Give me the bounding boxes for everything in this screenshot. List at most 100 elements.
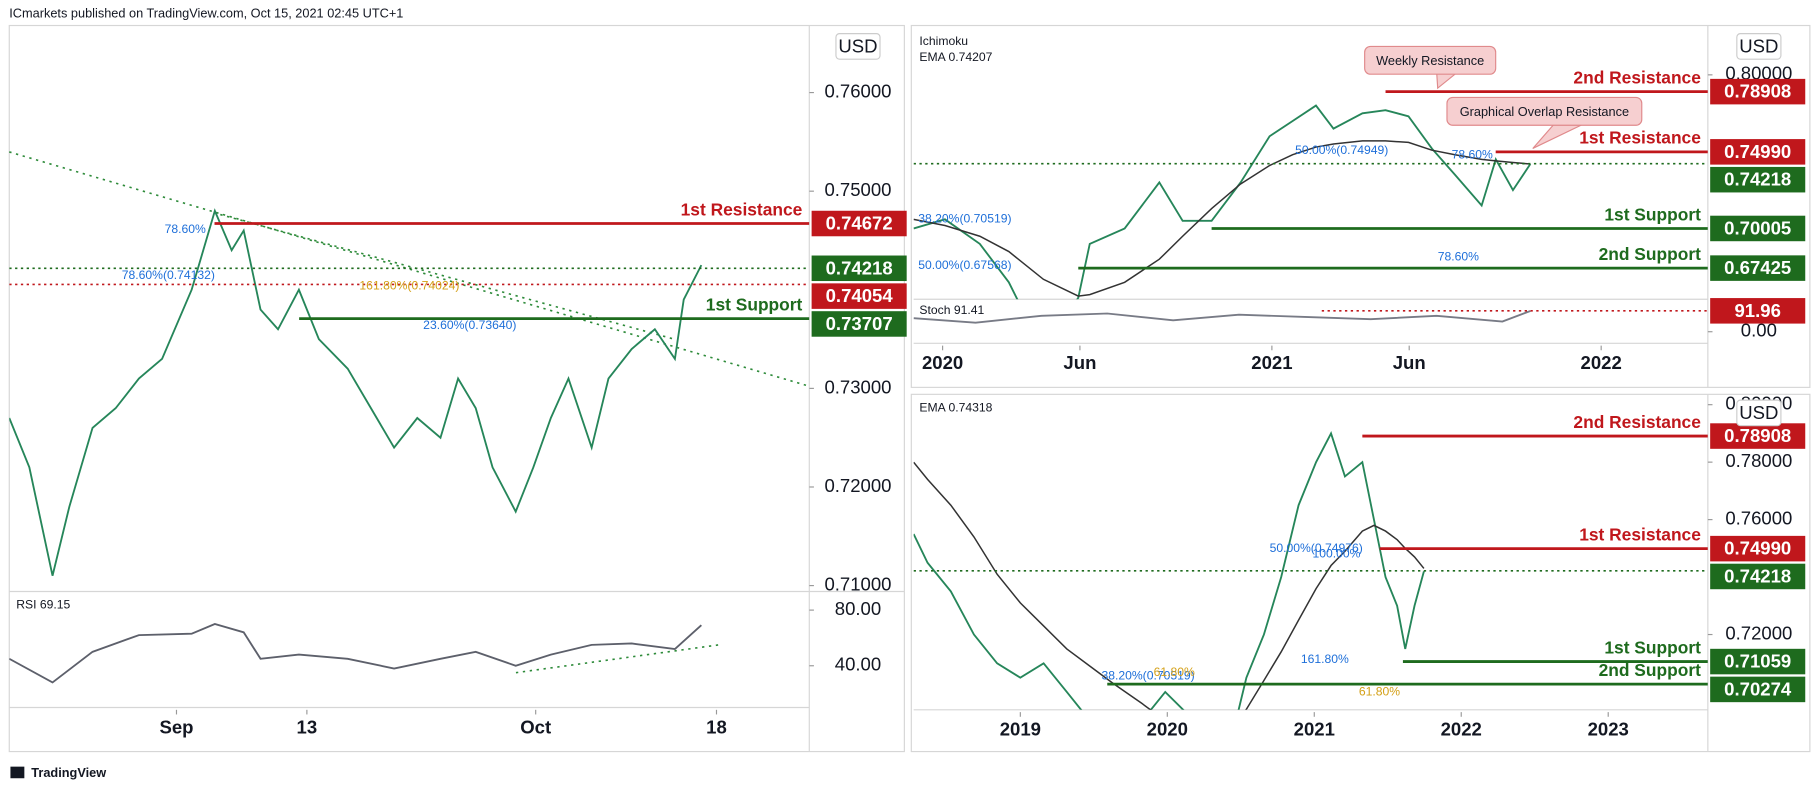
level-name: 2nd Support (1599, 244, 1702, 264)
annotation: 23.60%(0.73640) (423, 318, 516, 332)
level-box (1710, 166, 1806, 193)
level-name: 1st Support (1604, 637, 1701, 657)
callout-box (1364, 45, 1497, 75)
y-tick-label: 0.78000 (1725, 450, 1792, 471)
currency-box (835, 33, 881, 60)
currency: USD (1739, 35, 1778, 56)
annotation: 50.00%(0.67568) (918, 258, 1011, 272)
level-box (1710, 535, 1806, 562)
annotation: 78.60% (1452, 148, 1493, 162)
y-tick-label: 40.00 (835, 654, 881, 675)
annotation: Ichimoku (919, 34, 968, 48)
annotation: 61.80% (1154, 665, 1195, 679)
level-value: 0.74218 (826, 257, 893, 278)
annotation: RSI 69.15 (16, 598, 70, 612)
x-tick-label: 2022 (1441, 719, 1482, 740)
left-frame (8, 24, 905, 753)
level-value: 0.67425 (1724, 257, 1791, 278)
level-box (811, 210, 907, 237)
level-value: 0.74990 (1724, 538, 1791, 559)
x-tick-label: Jun (1393, 352, 1426, 373)
x-tick-label: 2020 (922, 352, 963, 373)
annotation: Stoch 91.41 (919, 303, 984, 317)
y-tick-label: 0.76000 (824, 80, 891, 101)
callout-text: Weekly Resistance (1376, 53, 1484, 68)
panel (913, 310, 1708, 324)
annotation: 100.00% (1312, 547, 1360, 561)
annotation: 78.60% (165, 222, 206, 236)
x-tick-label: 2021 (1294, 719, 1335, 740)
price-line (9, 623, 702, 684)
panel-frames (8, 24, 1811, 753)
level-value: 0.78908 (1724, 425, 1791, 446)
footer: TradingView (31, 765, 106, 780)
currency: USD (838, 35, 877, 56)
panel (9, 208, 810, 576)
level-name: 1st Resistance (681, 199, 803, 219)
panel (9, 623, 702, 684)
currency-box (1736, 33, 1782, 60)
level-value: 91.96 (1735, 300, 1781, 321)
level-box (811, 283, 907, 309)
x-tick-label: 18 (706, 716, 727, 737)
y-tick-label: 0.73000 (824, 376, 891, 397)
level-box (1710, 563, 1806, 590)
level-value: 0.73707 (826, 313, 893, 334)
level-box (811, 255, 907, 282)
x-tick-label: 2021 (1251, 352, 1292, 373)
currency-box (1736, 399, 1782, 427)
top-right-frame (910, 24, 1811, 388)
y-tick-label: 80.00 (835, 598, 881, 619)
annotation: 161.80% (1301, 652, 1349, 666)
panel (913, 431, 1708, 710)
level-name: 1st Support (1604, 204, 1701, 224)
level-box (1710, 423, 1806, 449)
x-tick-label: Jun (1063, 352, 1096, 373)
x-tick-label: Oct (520, 716, 551, 737)
callout-pointer (1436, 72, 1457, 90)
annotation: 50.00%(0.74976) (1270, 541, 1363, 555)
x-tick-label: 2022 (1581, 352, 1622, 373)
level-value: 0.70274 (1724, 678, 1792, 699)
level-value: 0.74672 (826, 213, 893, 234)
level-box (1710, 298, 1806, 324)
price-line (913, 461, 1425, 710)
x-tick-label: 2023 (1588, 719, 1629, 740)
price-line (913, 140, 1531, 297)
x-tick-label: 2020 (1147, 719, 1188, 740)
y-tick-label: 0.00 (1741, 320, 1777, 341)
level-name: 2nd Resistance (1573, 412, 1701, 432)
annotation: EMA 0.74207 (919, 50, 992, 64)
level-box (1710, 648, 1806, 675)
level-name: 2nd Support (1599, 660, 1702, 680)
y-tick-label: 0.76000 (1725, 508, 1792, 529)
logo-mark (10, 766, 25, 779)
level-box (1710, 676, 1806, 703)
level-box (1710, 78, 1806, 105)
annotation: 161.80%(0.74024) (359, 279, 459, 293)
level-value: 0.78908 (1724, 81, 1791, 102)
price-line (913, 104, 1532, 300)
level-box (1710, 215, 1806, 242)
level-box (1710, 255, 1806, 281)
y-tick-label: 0.71000 (824, 573, 891, 594)
level-value: 0.74990 (1724, 141, 1791, 162)
callout-text: Graphical Overlap Resistance (1460, 104, 1629, 119)
x-tick-label: 2019 (1000, 719, 1041, 740)
level-value: 0.71059 (1724, 651, 1791, 672)
annotation: 61.80% (1359, 685, 1400, 699)
level-box (811, 311, 907, 337)
bottom-right-frame (910, 393, 1811, 753)
level-box (1710, 139, 1806, 165)
annotation: 50.00%(0.74949) (1295, 143, 1388, 157)
annotation: EMA 0.74318 (919, 400, 992, 414)
y-tick-label: 0.80000 (1725, 63, 1792, 84)
x-tick-label: Sep (159, 716, 193, 737)
level-value: 0.74054 (826, 285, 894, 306)
price-line (9, 208, 703, 576)
callout-box (1446, 96, 1643, 126)
level-value: 0.74218 (1724, 169, 1791, 190)
level-name: 1st Resistance (1579, 524, 1701, 544)
